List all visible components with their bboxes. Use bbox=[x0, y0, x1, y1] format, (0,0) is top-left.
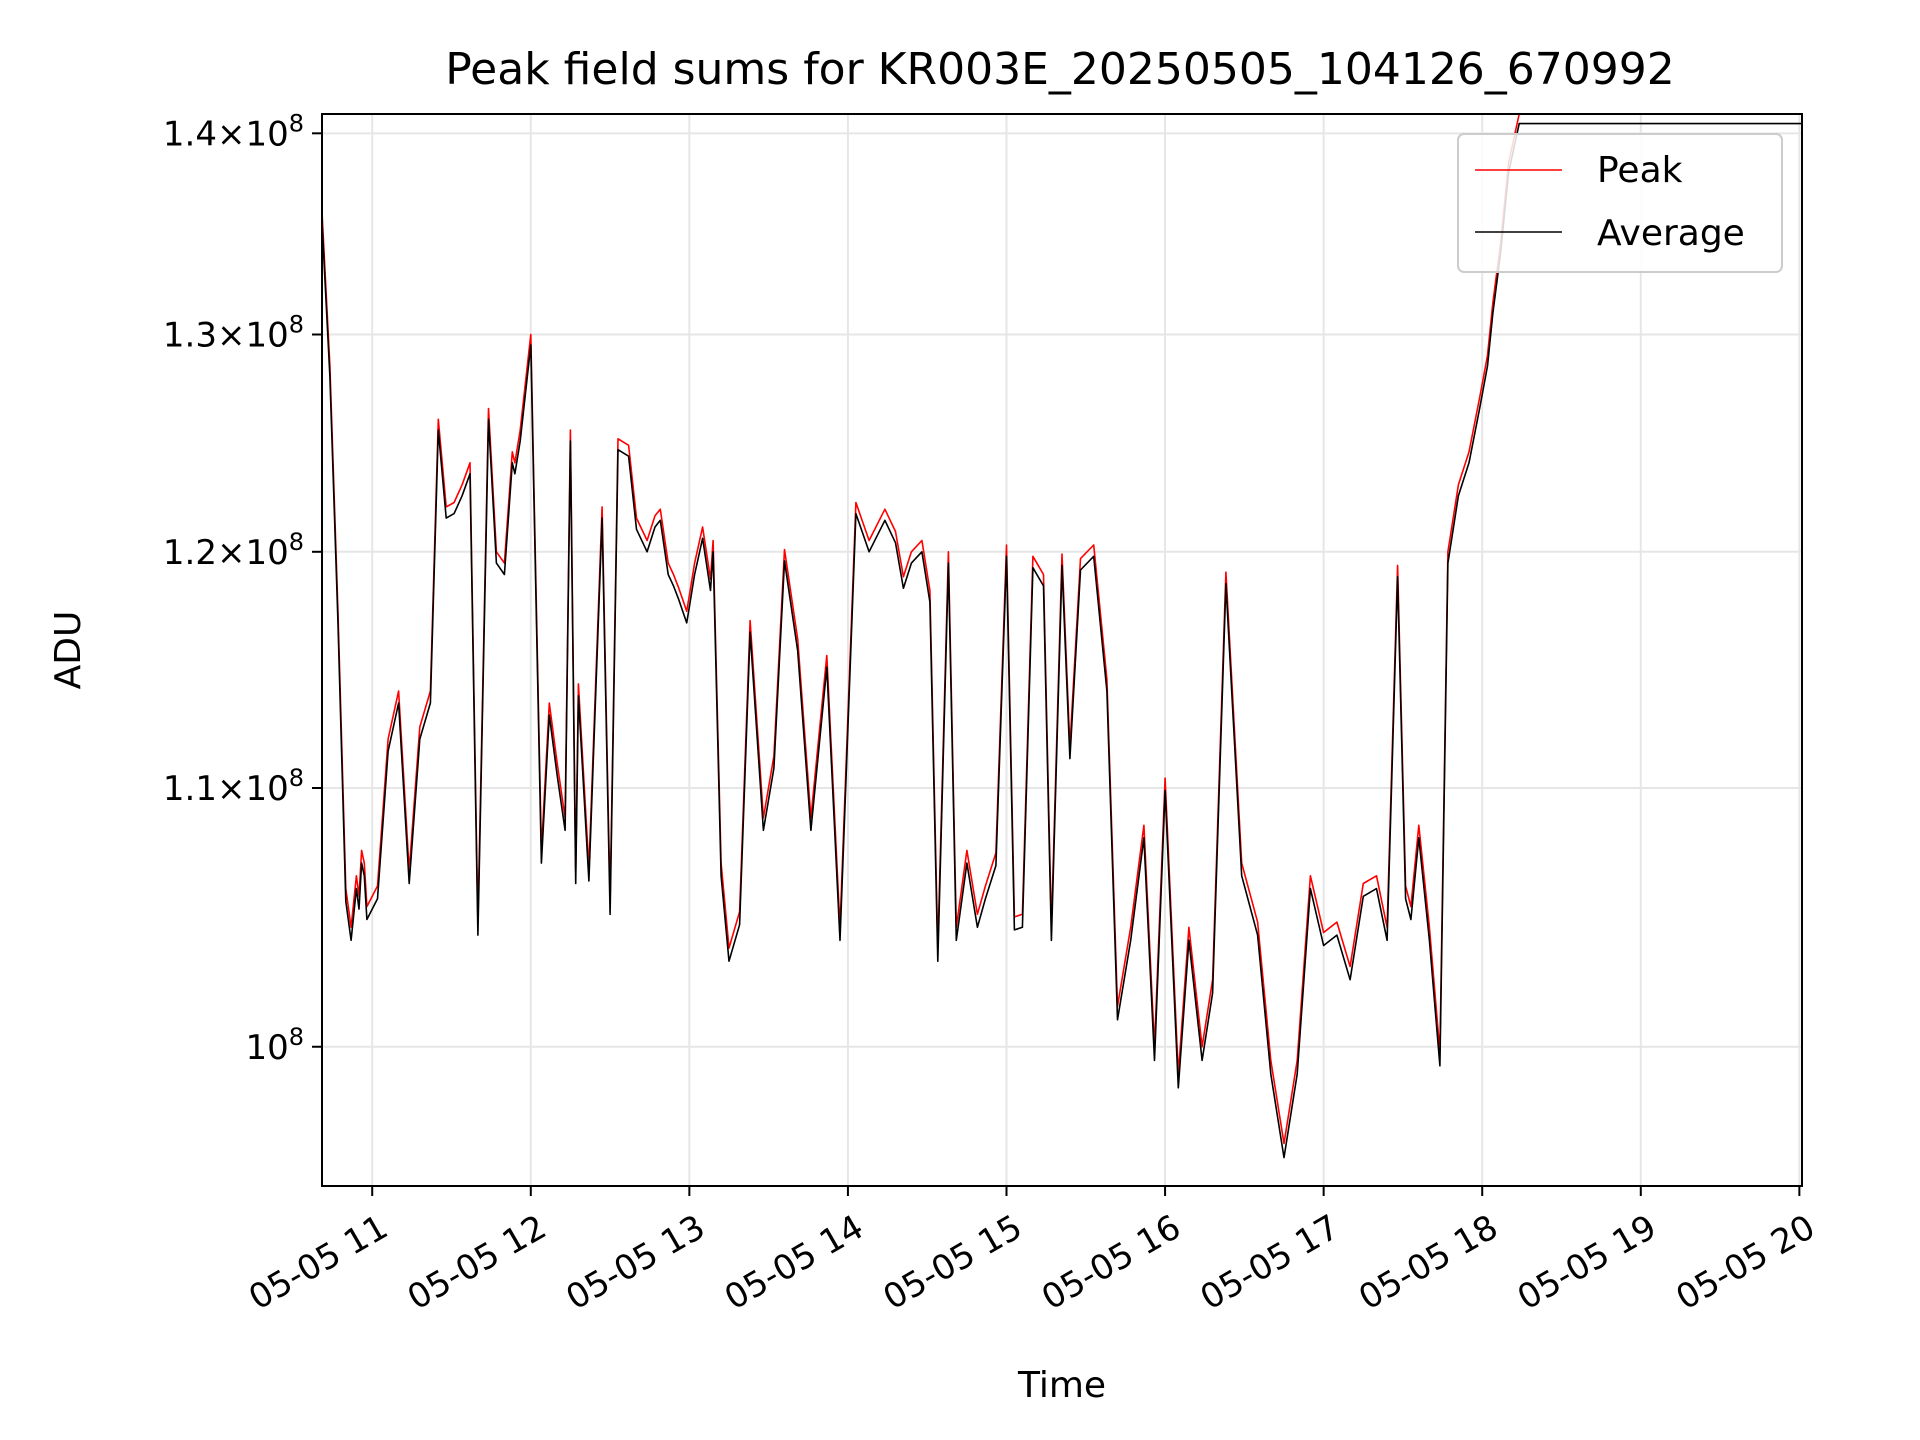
y-tick-label: 108 bbox=[245, 1023, 304, 1068]
series-peak-line bbox=[322, 114, 1802, 1145]
legend-label-average: Average bbox=[1597, 213, 1745, 254]
chart-title: Peak field sums for KR003E_20250505_1041… bbox=[445, 44, 1675, 95]
y-axis: 108 1.1×108 1.2×108 1.3×108 1.4×108 bbox=[163, 109, 322, 1068]
legend: Peak Average bbox=[1457, 133, 1783, 273]
grid-lines bbox=[322, 114, 1802, 1186]
y-axis-label: ADU bbox=[48, 611, 89, 690]
x-axis-label: Time bbox=[1017, 1365, 1106, 1406]
legend-box bbox=[1457, 133, 1783, 273]
plot-frame bbox=[321, 113, 1803, 1187]
y-tick-label: 1.1×108 bbox=[163, 764, 304, 809]
y-tick-label: 1.4×108 bbox=[163, 109, 304, 154]
legend-label-peak: Peak bbox=[1597, 150, 1683, 191]
y-tick-label: 1.3×108 bbox=[163, 311, 304, 356]
y-tick-label: 1.2×108 bbox=[163, 528, 304, 573]
